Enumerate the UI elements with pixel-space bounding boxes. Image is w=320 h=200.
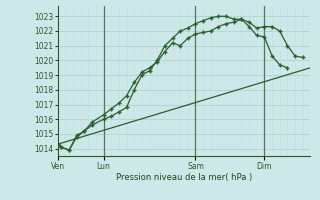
X-axis label: Pression niveau de la mer( hPa ): Pression niveau de la mer( hPa ) xyxy=(116,173,252,182)
